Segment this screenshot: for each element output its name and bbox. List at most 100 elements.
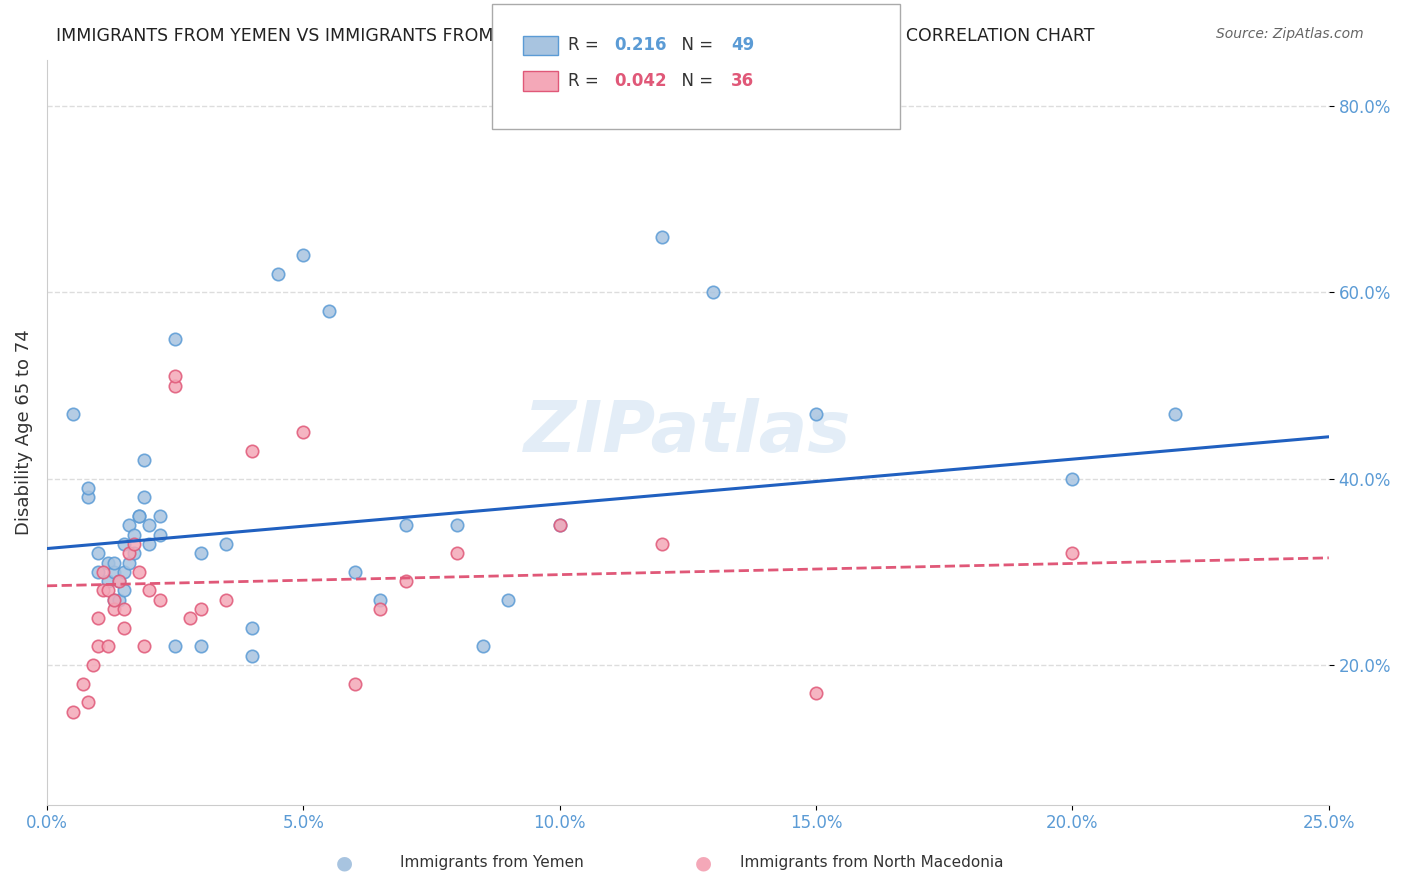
Point [190,640,212,654]
Point [446,546,468,560]
Point [165,369,187,384]
Point [128,508,150,523]
Point [97,574,120,589]
Point [62,705,84,719]
Point [128,508,150,523]
Point [240,443,263,458]
Text: R =: R = [568,72,605,90]
Point [118,556,141,570]
Point [138,583,160,598]
Point [128,565,150,579]
Point [165,378,187,392]
Point [702,285,724,300]
Text: Immigrants from Yemen: Immigrants from Yemen [401,855,583,870]
Point [107,574,129,589]
Point [149,527,172,541]
Point [107,592,129,607]
Point [292,425,315,439]
Point [165,332,187,346]
Point [87,640,110,654]
Point [112,602,135,616]
Point [107,574,129,589]
Point [91,565,114,579]
Point [446,518,468,533]
Point [87,611,110,625]
Point [548,518,571,533]
Point [266,267,288,281]
Point [138,518,160,533]
Point [149,592,172,607]
Point [149,508,172,523]
Text: 36: 36 [731,72,754,90]
Point [134,640,156,654]
Point [103,565,125,579]
Point [112,621,135,635]
Point [215,592,238,607]
Point [103,592,125,607]
Point [112,565,135,579]
Point [112,583,135,598]
Point [395,518,418,533]
Y-axis label: Disability Age 65 to 74: Disability Age 65 to 74 [15,329,32,535]
Text: 0.042: 0.042 [614,72,666,90]
Point [97,556,120,570]
Point [1062,472,1084,486]
Point [77,491,100,505]
Point [651,537,673,551]
Point [240,648,263,663]
Point [471,640,494,654]
Point [190,546,212,560]
Point [118,518,141,533]
Point [179,611,201,625]
Point [97,583,120,598]
Text: Immigrants from North Macedonia: Immigrants from North Macedonia [740,855,1004,870]
Point [77,481,100,495]
Point [1062,546,1084,560]
Point [122,537,145,551]
Point [122,546,145,560]
Text: N =: N = [671,72,718,90]
Text: N =: N = [671,37,718,54]
Point [368,592,391,607]
Point [138,537,160,551]
Point [91,583,114,598]
Point [134,453,156,467]
Point [165,640,187,654]
Point [82,657,104,672]
Point [548,518,571,533]
Point [343,565,366,579]
Point [804,686,827,700]
Point [395,574,418,589]
Point [122,527,145,541]
Point [77,695,100,709]
Point [87,565,110,579]
Point [318,304,340,318]
Point [97,640,120,654]
Text: ●: ● [336,854,353,872]
Point [1164,407,1187,421]
Point [215,537,238,551]
Point [112,537,135,551]
Text: IMMIGRANTS FROM YEMEN VS IMMIGRANTS FROM NORTH MACEDONIA DISABILITY AGE 65 TO 74: IMMIGRANTS FROM YEMEN VS IMMIGRANTS FROM… [56,27,1095,45]
Text: Source: ZipAtlas.com: Source: ZipAtlas.com [1216,27,1364,41]
Point [190,602,212,616]
Point [103,602,125,616]
Text: 49: 49 [731,37,755,54]
Text: ZIPatlas: ZIPatlas [524,398,852,467]
Point [103,556,125,570]
Point [103,592,125,607]
Point [368,602,391,616]
Text: ●: ● [695,854,711,872]
Point [343,676,366,690]
Point [804,407,827,421]
Point [118,546,141,560]
Text: 0.216: 0.216 [614,37,666,54]
Point [87,546,110,560]
Point [240,621,263,635]
Text: R =: R = [568,37,605,54]
Point [292,248,315,262]
Point [651,229,673,244]
Point [498,592,520,607]
Point [72,676,94,690]
Point [134,491,156,505]
